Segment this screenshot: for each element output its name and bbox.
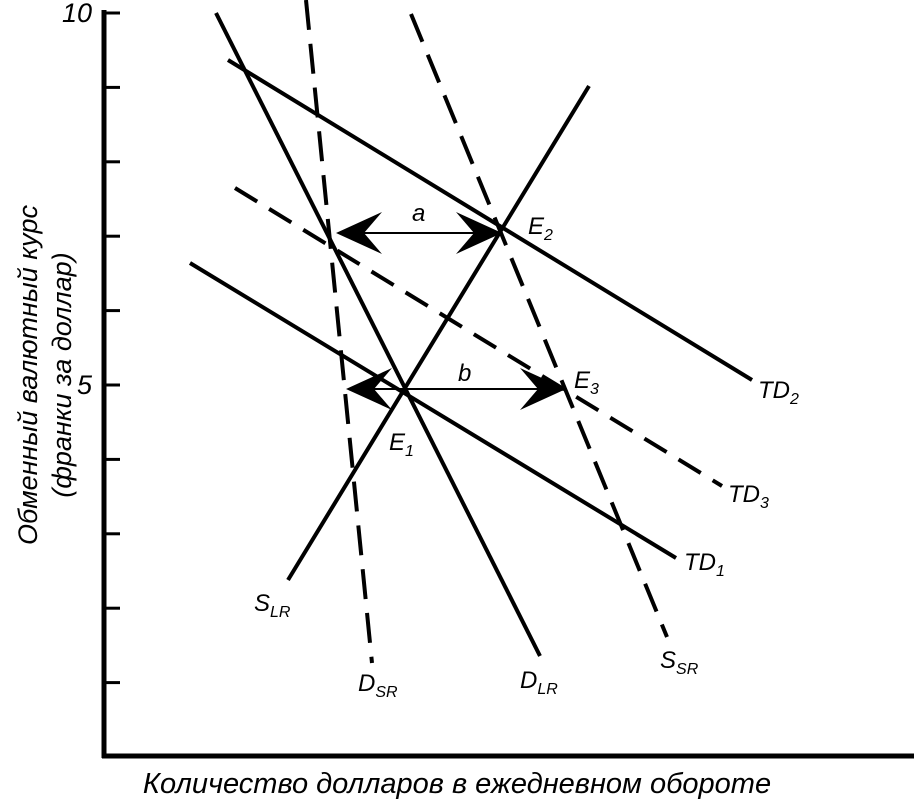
curve-s-lr-label: SLR xyxy=(254,590,291,621)
arrow-a-label: a xyxy=(412,200,425,227)
point-e3-label: E3 xyxy=(574,367,599,398)
point-e2-label: E2 xyxy=(528,213,553,244)
curve-td1 xyxy=(188,261,678,560)
arrow-b-right-head xyxy=(520,368,566,410)
curve-d-sr xyxy=(304,0,374,664)
y-ticks xyxy=(104,11,120,685)
curve-td2-label: TD2 xyxy=(758,377,799,408)
curve-d-sr-label: DSR xyxy=(358,670,398,701)
curve-d-lr xyxy=(214,12,542,657)
y-tick-label-10: 10 xyxy=(62,0,92,28)
curve-s-sr xyxy=(409,13,669,638)
curve-d-lr-label: DLR xyxy=(520,667,558,698)
y-tick-label-5: 5 xyxy=(77,370,93,400)
arrow-b xyxy=(346,368,566,410)
y-axis-title-line2: (франки за доллар) xyxy=(47,252,77,498)
curve-td3 xyxy=(233,186,724,488)
curve-td1-label: TD1 xyxy=(684,549,725,580)
arrow-a-left-head xyxy=(336,212,382,254)
arrow-b-label: b xyxy=(458,360,471,387)
arrow-a-right-head xyxy=(456,212,502,254)
arrow-a xyxy=(336,212,502,254)
arrow-b-left-head xyxy=(346,368,392,410)
y-axis-title-line1: Обменный валютный курс xyxy=(13,204,43,546)
curve-s-sr-label: SSR xyxy=(660,647,699,678)
curve-td3-label: TD3 xyxy=(728,481,769,512)
point-e1-label: E1 xyxy=(389,429,414,460)
x-axis-title: Количество долларов в ежедневном обороте xyxy=(142,768,772,800)
curve-s-lr xyxy=(286,84,591,582)
